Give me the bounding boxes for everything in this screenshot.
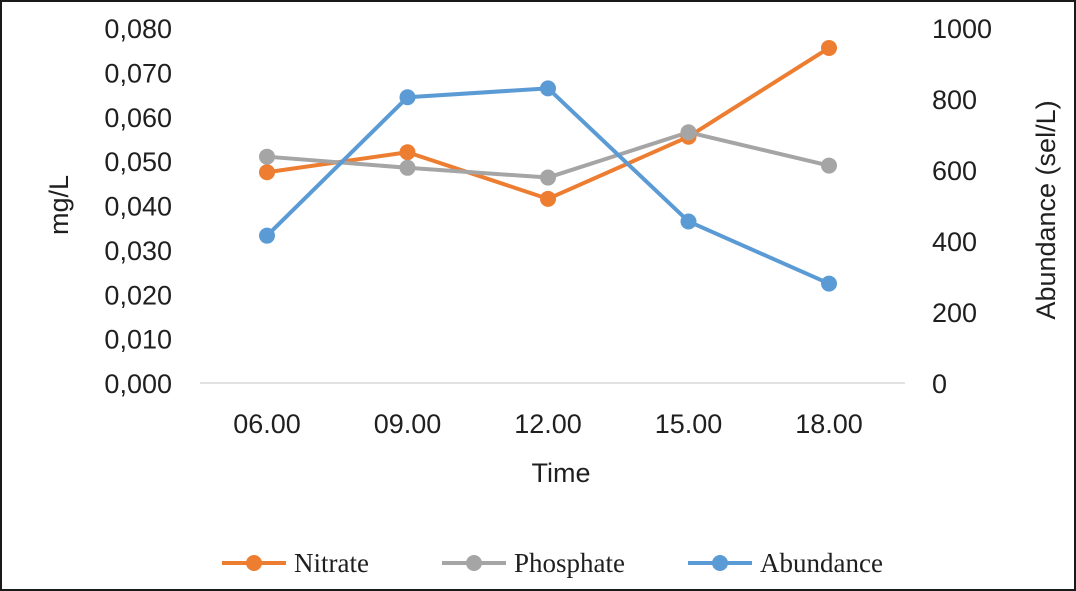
y-left-tick-label: 0,040 — [104, 192, 172, 222]
phosphate-legend-marker — [466, 555, 482, 571]
x-axis-title: Time — [532, 458, 591, 488]
x-tick-label: 12.00 — [514, 409, 582, 439]
y-left-tick-label: 0,070 — [104, 58, 172, 88]
abundance-data-point — [399, 89, 416, 106]
nitrate-data-point — [540, 190, 556, 207]
x-tick-label: 06.00 — [233, 409, 301, 439]
y-left-tick-label: 0,000 — [104, 369, 172, 399]
y-right-tick-label: 600 — [932, 156, 977, 186]
y-right-tick-label: 1000 — [932, 14, 992, 44]
y-left-tick-label: 0,010 — [104, 325, 172, 355]
phosphate-data-point — [680, 124, 697, 141]
y-left-tick-label: 0,050 — [104, 147, 172, 177]
abundance-legend-label: Abundance — [760, 548, 883, 578]
abundance-data-point — [540, 80, 556, 97]
nitrate-legend-marker — [246, 555, 262, 571]
x-tick-label: 15.00 — [655, 409, 723, 439]
phosphate-legend-label: Phosphate — [514, 548, 625, 578]
y-left-tick-label: 0,020 — [104, 280, 172, 310]
abundance-data-point — [259, 227, 275, 244]
phosphate-data-point — [821, 157, 837, 174]
x-tick-label: 09.00 — [374, 409, 442, 439]
y-axis-left-title: mg/L — [44, 175, 74, 235]
y-axis-right-title: Abundance (sel/L) — [1031, 100, 1061, 319]
y-left-tick-label: 0,060 — [104, 103, 172, 133]
y-right-tick-label: 200 — [932, 298, 977, 328]
y-right-tick-label: 800 — [932, 85, 977, 115]
nitrate-legend-label: Nitrate — [294, 548, 369, 578]
abundance-data-point — [821, 275, 837, 292]
abundance-legend-marker — [712, 555, 728, 571]
abundance-data-point — [680, 213, 697, 230]
y-left-tick-label: 0,080 — [104, 14, 172, 44]
phosphate-data-point — [540, 169, 556, 186]
y-right-tick-label: 0 — [932, 369, 947, 399]
phosphate-data-point — [259, 148, 275, 165]
phosphate-data-point — [399, 159, 416, 176]
abundance-series-line — [265, 86, 831, 286]
y-right-tick-label: 400 — [932, 227, 977, 257]
nitrate-data-point — [259, 164, 275, 181]
legend: Nitrate Phosphate Abundance — [222, 548, 883, 578]
nitrate-data-point — [821, 39, 837, 56]
nitrate-data-point — [399, 144, 416, 161]
y-left-tick-label: 0,030 — [104, 236, 172, 266]
x-tick-label: 18.00 — [795, 409, 863, 439]
